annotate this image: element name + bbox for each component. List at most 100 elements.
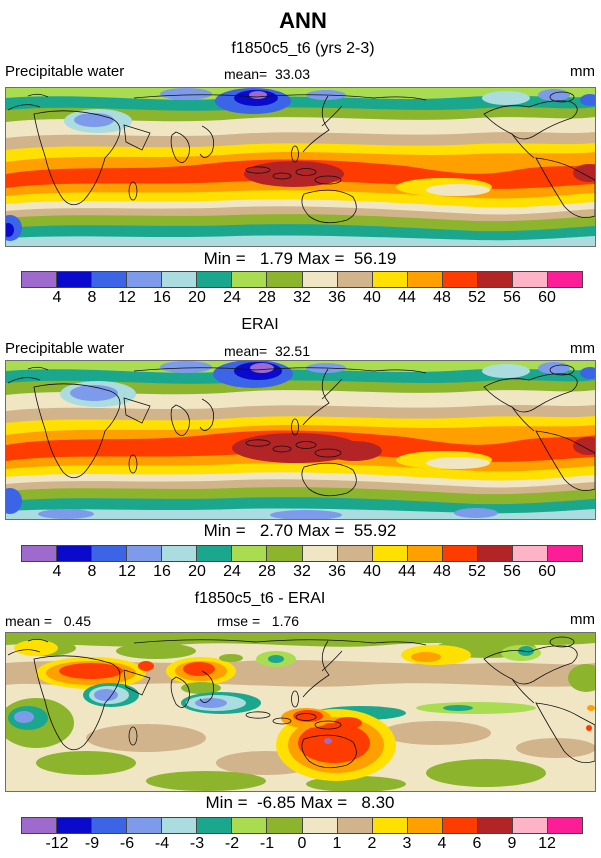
panel2-mean: mean= 32.51 (223, 343, 311, 359)
colorbar-tick-label: 4 (52, 563, 62, 580)
colorbar-tick-label: 40 (363, 289, 381, 306)
colorbar-tick-label: 60 (538, 289, 556, 306)
colorbar-segment (22, 818, 57, 833)
panel3-colorbar: -12 -9 -6 -4 -3 -2 -1 0 1 2 3 4 6 9 12 (21, 817, 583, 853)
colorbar-swatches (21, 545, 583, 562)
model-map-svg (6, 88, 595, 246)
colorbar-tick-label: 56 (503, 563, 521, 580)
panel1-units: mm (570, 63, 595, 80)
obs-map-svg (6, 361, 595, 519)
panel1-field-label: Precipitable water (5, 63, 125, 80)
colorbar-segment (196, 272, 232, 287)
colorbar-tick-label: 2 (367, 835, 377, 852)
colorbar-tick-label: -9 (84, 835, 100, 852)
colorbar-segment (231, 818, 267, 833)
panel3-mean: mean = 0.45 (5, 613, 92, 629)
colorbar-segment (476, 818, 512, 833)
colorbar-segment (371, 818, 407, 833)
colorbar-segment (196, 546, 232, 561)
colorbar-segment (301, 546, 337, 561)
colorbar-segment (441, 272, 477, 287)
panel1-colorbar: 4 8 12 16 20 24 28 32 36 40 44 48 52 56 60 (21, 271, 583, 307)
colorbar-segment (336, 272, 372, 287)
colorbar-segment (22, 546, 57, 561)
colorbar-tick-label: 8 (87, 563, 97, 580)
model-map (5, 87, 596, 247)
coastlines (7, 91, 595, 224)
colorbar-segment (126, 818, 162, 833)
panel3-units: mm (570, 611, 595, 628)
colorbar-tick-label: -1 (259, 835, 275, 852)
colorbar-segment (441, 546, 477, 561)
colorbar-tick-label: 4 (437, 835, 447, 852)
colorbar-segment (441, 818, 477, 833)
colorbar-tick-label: 16 (153, 563, 171, 580)
colorbar-segment (56, 818, 92, 833)
colorbar-segment (266, 272, 302, 287)
colorbar-tick-label: 16 (153, 289, 171, 306)
coastlines (7, 364, 595, 497)
colorbar-tick-label: 9 (507, 835, 517, 852)
colorbar-tick-label: 36 (328, 289, 346, 306)
colorbar-tick-label: 44 (398, 563, 416, 580)
colorbar-tick-label: 4 (52, 289, 62, 306)
panel3-title: f1850c5_t6 - ERAI (194, 590, 326, 607)
colorbar-segment (336, 818, 372, 833)
colorbar-tick-label: 28 (258, 289, 276, 306)
colorbar-tick-label: 12 (118, 563, 136, 580)
panel3-rmse: rmse = 1.76 (216, 613, 300, 629)
colorbar-tick-label: 52 (468, 563, 486, 580)
colorbar-segment (301, 272, 337, 287)
colorbar-tick-label: 48 (433, 289, 451, 306)
colorbar-segment (476, 546, 512, 561)
colorbar-swatches (21, 817, 583, 834)
panel1-mean: mean= 33.03 (223, 66, 311, 82)
colorbar-segment (56, 272, 92, 287)
colorbar-tick-label: -4 (154, 835, 170, 852)
colorbar-tick-label: 3 (402, 835, 412, 852)
colorbar-tick-label: 1 (332, 835, 342, 852)
colorbar-segment (161, 818, 197, 833)
colorbar-tick-label: 32 (293, 289, 311, 306)
colorbar-segment (91, 818, 127, 833)
panel2-minmax: Min = 2.70 Max = 55.92 (203, 521, 397, 540)
obs-map (5, 360, 596, 520)
colorbar-segment (511, 546, 547, 561)
colorbar-ticks: 4 8 12 16 20 24 28 32 36 40 44 48 52 56 60 (21, 288, 583, 306)
colorbar-tick-label: -3 (189, 835, 205, 852)
colorbar-tick-label: 44 (398, 289, 416, 306)
colorbar-segment (546, 818, 582, 833)
colorbar-tick-label: 8 (87, 289, 97, 306)
colorbar-segment (91, 272, 127, 287)
colorbar-tick-label: 60 (538, 563, 556, 580)
colorbar-segment (406, 546, 442, 561)
season-title: ANN (279, 8, 327, 33)
colorbar-segment (301, 818, 337, 833)
colorbar-segment (266, 818, 302, 833)
colorbar-segment (406, 818, 442, 833)
colorbar-segment (56, 546, 92, 561)
colorbar-segment (371, 546, 407, 561)
colorbar-segment (511, 818, 547, 833)
colorbar-segment (22, 272, 57, 287)
colorbar-tick-label: 32 (293, 563, 311, 580)
colorbar-tick-label: 12 (118, 289, 136, 306)
colorbar-tick-label: 36 (328, 563, 346, 580)
colorbar-ticks: -12 -9 -6 -4 -3 -2 -1 0 1 2 3 4 6 9 12 (21, 834, 583, 852)
panel2-field-label: Precipitable water (5, 340, 125, 357)
colorbar-swatches (21, 271, 583, 288)
colorbar-tick-label: 0 (297, 835, 307, 852)
colorbar-segment (371, 272, 407, 287)
colorbar-segment (546, 546, 582, 561)
colorbar-segment (91, 546, 127, 561)
colorbar-segment (231, 546, 267, 561)
colorbar-tick-label: 28 (258, 563, 276, 580)
colorbar-tick-label: -6 (119, 835, 135, 852)
diff-map-svg (6, 633, 595, 791)
colorbar-tick-label: 56 (503, 289, 521, 306)
colorbar-segment (511, 272, 547, 287)
colorbar-tick-label: 24 (223, 289, 241, 306)
panel3-minmax: Min = -6.85 Max = 8.30 (205, 793, 395, 812)
colorbar-segment (336, 546, 372, 561)
